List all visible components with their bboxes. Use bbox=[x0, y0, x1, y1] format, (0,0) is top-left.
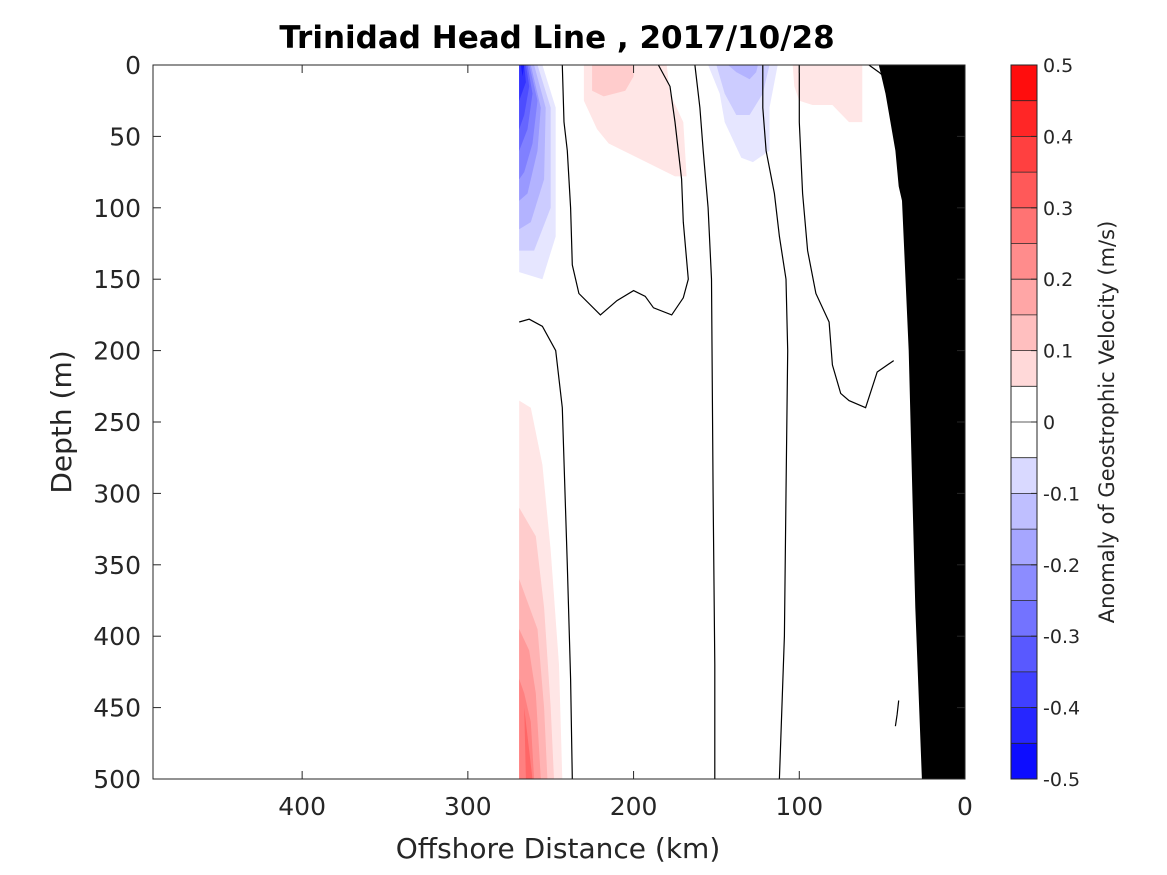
colorbar-segment bbox=[1011, 529, 1037, 565]
y-axis: 0 50 100 150 200 250 300 350 400 450 500 bbox=[93, 51, 965, 794]
contour-line bbox=[694, 64, 716, 779]
contour-line bbox=[561, 64, 689, 316]
colorbar-tick-label: 0.2 bbox=[1043, 269, 1073, 291]
colorbar-tick-label: -0.1 bbox=[1043, 483, 1080, 505]
y-tick-label: 200 bbox=[93, 337, 141, 366]
colorbar-tick-label: 0 bbox=[1043, 412, 1055, 434]
colorbar: 0.5 0.4 0.3 0.2 0.1 0 -0.1 -0.2 -0.3 -0.4 -0.5 bbox=[1010, 55, 1080, 791]
colorbar-tick-label: -0.2 bbox=[1043, 555, 1080, 577]
x-tick-label: 300 bbox=[444, 792, 492, 821]
colorbar-segment bbox=[1011, 600, 1037, 637]
plot-area bbox=[152, 64, 966, 780]
colorbar-segment bbox=[1011, 207, 1037, 244]
colorbar-segment bbox=[1011, 707, 1037, 744]
colorbar-tick-label: 0.4 bbox=[1043, 126, 1073, 148]
x-tick-label: 100 bbox=[775, 792, 823, 821]
contour-line bbox=[519, 318, 573, 780]
x-tick-label: 0 bbox=[957, 792, 973, 821]
contour-fill bbox=[592, 65, 634, 97]
colorbar-segment bbox=[1011, 743, 1037, 779]
colorbar-segment bbox=[1011, 671, 1037, 708]
y-tick-label: 500 bbox=[93, 765, 141, 794]
contour-fill bbox=[792, 65, 863, 123]
colorbar-segment bbox=[1011, 136, 1037, 173]
contour-fills bbox=[519, 65, 863, 779]
contour-line bbox=[798, 65, 895, 409]
colorbar-segment bbox=[1011, 65, 1037, 101]
y-tick-label: 0 bbox=[125, 51, 141, 80]
chart-title: Trinidad Head Line , 2017/10/28 bbox=[279, 20, 834, 56]
colorbar-segment bbox=[1011, 243, 1037, 280]
colorbar-tick-label: 0.1 bbox=[1043, 341, 1073, 363]
colorbar-segment bbox=[1011, 457, 1037, 494]
contour-fill bbox=[524, 707, 533, 779]
y-tick-label: 100 bbox=[93, 194, 141, 223]
colorbar-label: Anomaly of Geostrophic Velocity (m/s) bbox=[1095, 221, 1119, 624]
colorbar-tick-label: 0.5 bbox=[1043, 55, 1073, 77]
colorbar-segment bbox=[1011, 279, 1037, 315]
contour-fill bbox=[728, 65, 758, 80]
colorbar-tick-label: -0.5 bbox=[1043, 769, 1080, 791]
x-axis-label: Offshore Distance (km) bbox=[396, 832, 721, 865]
y-tick-label: 450 bbox=[93, 694, 141, 723]
y-axis-label: Depth (m) bbox=[45, 350, 78, 493]
colorbar-segment bbox=[1011, 493, 1037, 530]
contour-fill bbox=[520, 65, 525, 77]
colorbar-segment bbox=[1011, 172, 1037, 208]
contour-fill bbox=[519, 65, 526, 101]
seafloor-mask bbox=[878, 65, 965, 779]
y-tick-label: 250 bbox=[93, 408, 141, 437]
y-tick-label: 400 bbox=[93, 622, 141, 651]
contour-line bbox=[762, 65, 789, 780]
colorbar-segment bbox=[1011, 564, 1037, 601]
y-tick-label: 50 bbox=[109, 122, 141, 151]
colorbar-tick-label: -0.3 bbox=[1043, 626, 1080, 648]
x-tick-label: 200 bbox=[610, 792, 658, 821]
colorbar-tick-label: 0.3 bbox=[1043, 198, 1073, 220]
contour-line bbox=[894, 700, 900, 727]
colorbar-segment bbox=[1011, 100, 1037, 137]
plot-background bbox=[153, 65, 965, 779]
colorbar-segment bbox=[1011, 422, 1037, 458]
colorbar-segment bbox=[1011, 386, 1037, 422]
y-tick-label: 150 bbox=[93, 265, 141, 294]
y-tick-label: 350 bbox=[93, 551, 141, 580]
contour-fill bbox=[716, 65, 770, 115]
colorbar-segment bbox=[1011, 314, 1037, 351]
x-axis: 400 300 200 100 0 bbox=[278, 65, 973, 821]
colorbar-tick-label: -0.4 bbox=[1043, 698, 1080, 720]
colorbar-segment bbox=[1011, 350, 1037, 387]
seafloor-shape bbox=[878, 65, 965, 779]
colorbar-segment bbox=[1011, 636, 1037, 672]
x-tick-label: 400 bbox=[278, 792, 326, 821]
y-tick-label: 300 bbox=[93, 479, 141, 508]
